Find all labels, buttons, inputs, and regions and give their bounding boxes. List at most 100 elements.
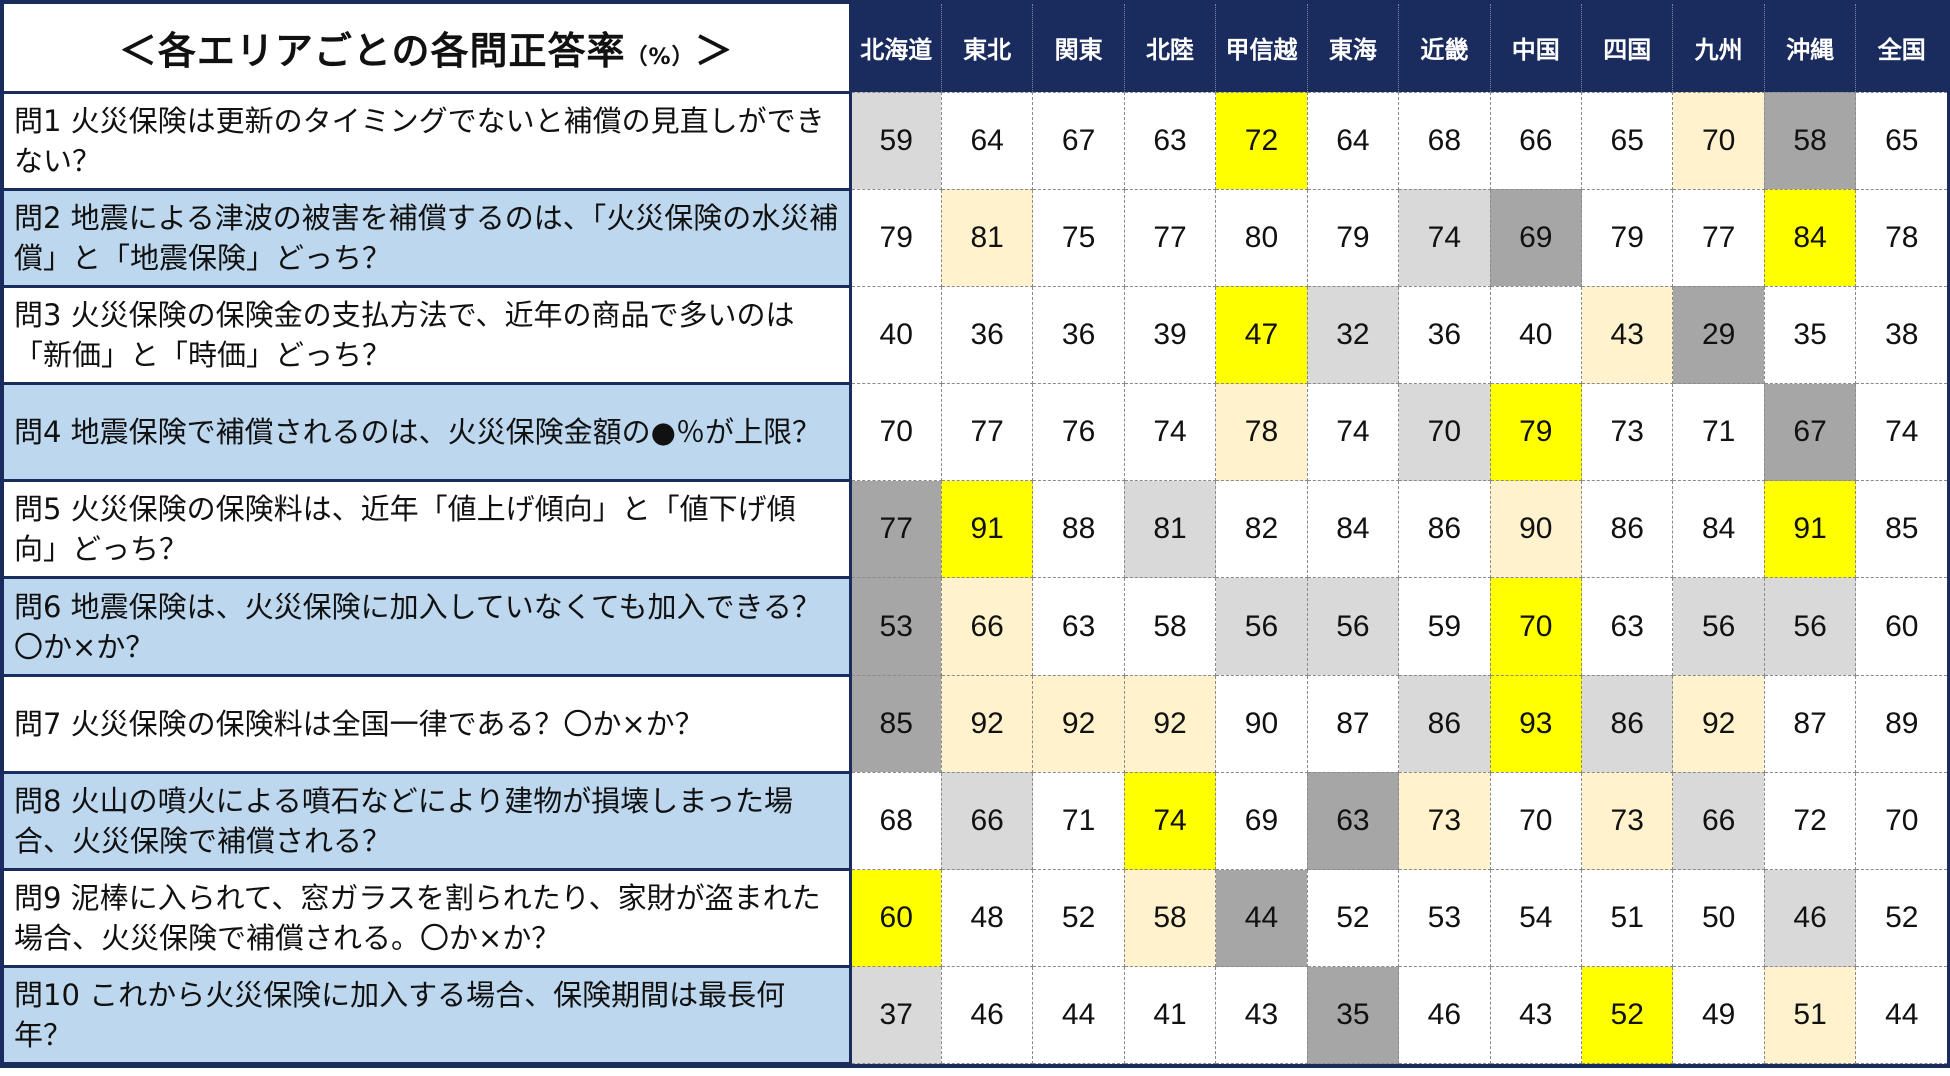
question-label: 問8 火山の噴火による噴石などにより建物が損壊しまった場合、火災保険で補償される… <box>4 772 852 872</box>
value-cell: 90 <box>1489 480 1583 579</box>
title-unit: （%） <box>625 44 695 70</box>
value-cell: 60 <box>849 868 942 968</box>
column-header: 北陸 <box>1123 4 1216 92</box>
value-cell: 65 <box>1855 91 1948 190</box>
table-body: 問1 火災保険は更新のタイミングでないと補償の見直しができない？ 59 64 67 63… <box>4 91 1948 1066</box>
title-close: ＞ <box>694 28 734 73</box>
value-cell: 64 <box>1306 91 1400 190</box>
value-cell: 46 <box>940 966 1034 1065</box>
value-cell: 66 <box>940 771 1034 871</box>
value-cell: 35 <box>1306 966 1400 1065</box>
value-cell: 36 <box>1398 285 1491 385</box>
value-cell: 82 <box>1215 480 1308 579</box>
value-cell: 52 <box>1306 868 1400 968</box>
value-cell: 64 <box>940 91 1034 190</box>
table-row: 問9 泥棒に入られて、窓ガラスを割られたり、家財が盗まれた場合、火災保険で補償さ… <box>4 868 1948 969</box>
question-label: 問3 火災保険の保険金の支払方法で、近年の商品で多いのは「新価」と「時価」どっち… <box>4 286 852 386</box>
value-cell: 74 <box>1398 188 1491 287</box>
value-cell: 84 <box>1306 480 1400 579</box>
question-label: 問6 地震保険は、火災保険に加入していなくても加入できる？〇か×か？ <box>4 577 852 677</box>
header-row: ＜各エリアごとの各問正答率（%）＞ 北海道 東北 関東 北陸 甲信越 東海 近畿 中国 四国 九州… <box>4 4 1948 94</box>
value-cell: 41 <box>1123 966 1217 1065</box>
value-cell: 71 <box>1672 383 1765 482</box>
value-cell: 77 <box>940 383 1034 482</box>
table-row: 問3 火災保険の保険金の支払方法で、近年の商品で多いのは「新価」と「時価」どっち… <box>4 285 1948 386</box>
value-cell: 56 <box>1306 577 1400 676</box>
value-cell: 87 <box>1763 674 1857 773</box>
value-cell: 48 <box>940 868 1034 968</box>
value-cell: 77 <box>1123 188 1217 287</box>
table-row: 問7 火災保険の保険料は全国一律である？〇か×か？ 85 92 92 92 90 87 86 9… <box>4 674 1948 774</box>
column-header: 北海道 <box>849 4 942 92</box>
value-cell: 70 <box>1672 91 1765 190</box>
value-cell: 86 <box>1398 480 1491 579</box>
value-cell: 74 <box>1123 771 1217 871</box>
value-cell: 67 <box>1763 383 1857 482</box>
value-cell: 81 <box>940 188 1034 287</box>
value-cell: 92 <box>1123 674 1217 773</box>
accuracy-table: ＜各エリアごとの各問正答率（%）＞ 北海道 東北 関東 北陸 甲信越 東海 近畿 中国 四国 九州… <box>4 4 1948 1066</box>
value-cell: 85 <box>1855 480 1948 579</box>
column-header: 四国 <box>1580 4 1673 92</box>
value-cell: 32 <box>1306 285 1400 385</box>
value-cell: 81 <box>1123 480 1217 579</box>
value-cell: 86 <box>1580 480 1674 579</box>
value-cell: 49 <box>1672 966 1765 1065</box>
value-cell: 29 <box>1672 285 1765 385</box>
value-cell: 36 <box>940 285 1034 385</box>
value-cell: 91 <box>1763 480 1857 579</box>
column-header: 沖縄 <box>1763 4 1856 92</box>
value-cell: 51 <box>1763 966 1857 1065</box>
table-row: 問5 火災保険の保険料は、近年「値上げ傾向」と「値下げ傾向」どっち？ 77 91 88… <box>4 480 1948 580</box>
table-row: 問4 地震保険で補償されるのは、火災保険金額の●％が上限？ 70 77 76 74 78 7… <box>4 383 1948 483</box>
question-label: 問5 火災保険の保険料は、近年「値上げ傾向」と「値下げ傾向」どっち？ <box>4 480 852 580</box>
value-cell: 63 <box>1123 91 1217 190</box>
value-cell: 38 <box>1855 285 1948 385</box>
value-cell: 52 <box>1580 966 1674 1065</box>
value-cell: 44 <box>1032 966 1125 1065</box>
value-cell: 63 <box>1032 577 1125 676</box>
value-cell: 68 <box>849 771 942 871</box>
column-header: 中国 <box>1489 4 1582 92</box>
column-header: 全国 <box>1855 4 1948 92</box>
value-cell: 76 <box>1032 383 1125 482</box>
value-cell: 46 <box>1763 868 1857 968</box>
value-cell: 73 <box>1580 771 1674 871</box>
value-cell: 92 <box>940 674 1034 773</box>
value-cell: 78 <box>1855 188 1948 287</box>
value-cell: 70 <box>849 383 942 482</box>
value-cell: 79 <box>1306 188 1400 287</box>
value-cell: 84 <box>1672 480 1765 579</box>
value-cell: 70 <box>1489 771 1583 871</box>
value-cell: 79 <box>849 188 942 287</box>
value-cell: 73 <box>1398 771 1491 871</box>
table-row: 問6 地震保険は、火災保険に加入していなくても加入できる？〇か×か？ 53 66 63… <box>4 577 1948 677</box>
value-cell: 56 <box>1672 577 1765 676</box>
question-label: 問2 地震による津波の被害を補償するのは、「火災保険の水災補償」と「地震保険」ど… <box>4 189 852 288</box>
value-cell: 37 <box>849 966 942 1065</box>
table-row: 問10 これから火災保険に加入する場合、保険期間は最長何年？ 37 46 44 41 43… <box>4 966 1948 1066</box>
value-cell: 53 <box>1398 868 1491 968</box>
value-cell: 59 <box>1398 577 1491 676</box>
value-cell: 46 <box>1398 966 1491 1065</box>
value-cell: 43 <box>1215 966 1308 1065</box>
value-cell: 86 <box>1580 674 1674 773</box>
value-cell: 74 <box>1123 383 1217 482</box>
value-cell: 86 <box>1398 674 1491 773</box>
value-cell: 54 <box>1489 868 1583 968</box>
value-cell: 79 <box>1580 188 1674 287</box>
table-row: 問1 火災保険は更新のタイミングでないと補償の見直しができない？ 59 64 67 63… <box>4 91 1948 191</box>
value-cell: 59 <box>849 91 942 190</box>
value-cell: 56 <box>1763 577 1857 676</box>
value-cell: 75 <box>1032 188 1125 287</box>
value-cell: 63 <box>1580 577 1674 676</box>
title-text: ＜各エリアごとの各問正答率 <box>118 28 626 73</box>
value-cell: 43 <box>1489 966 1583 1065</box>
table-row: 問2 地震による津波の被害を補償するのは、「火災保険の水災補償」と「地震保険」ど… <box>4 188 1948 288</box>
value-cell: 71 <box>1032 771 1125 871</box>
value-cell: 90 <box>1215 674 1308 773</box>
value-cell: 70 <box>1398 383 1491 482</box>
column-header: 甲信越 <box>1215 4 1308 92</box>
value-cell: 92 <box>1032 674 1125 773</box>
